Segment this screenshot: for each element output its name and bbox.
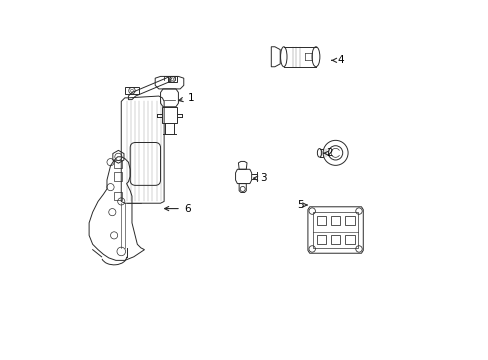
Text: 5: 5 (297, 200, 306, 210)
Text: 4: 4 (331, 55, 343, 65)
Text: 2: 2 (323, 148, 333, 158)
Bar (316, 216, 325, 225)
Bar (316, 235, 325, 244)
Text: 6: 6 (164, 203, 190, 213)
Text: 3: 3 (253, 173, 266, 183)
Text: 1: 1 (179, 93, 194, 103)
Bar (114, 192, 122, 201)
Bar (345, 216, 354, 225)
Bar (114, 172, 122, 181)
Bar (330, 216, 340, 225)
Bar (330, 235, 340, 244)
Bar (114, 159, 122, 168)
Bar (345, 235, 354, 244)
